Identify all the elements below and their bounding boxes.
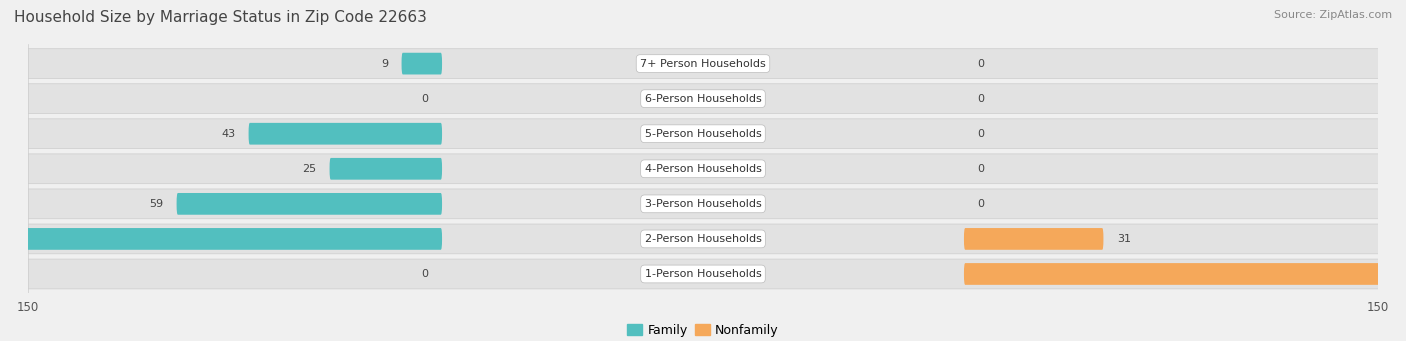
Text: 0: 0 (977, 59, 984, 69)
FancyBboxPatch shape (249, 123, 441, 145)
Text: 25: 25 (302, 164, 316, 174)
FancyBboxPatch shape (0, 228, 441, 250)
FancyBboxPatch shape (20, 259, 1386, 289)
Text: Source: ZipAtlas.com: Source: ZipAtlas.com (1274, 10, 1392, 20)
Text: 0: 0 (422, 269, 429, 279)
FancyBboxPatch shape (20, 189, 1386, 219)
Text: 0: 0 (977, 129, 984, 139)
Text: 0: 0 (977, 94, 984, 104)
FancyBboxPatch shape (329, 158, 441, 180)
Text: 0: 0 (977, 199, 984, 209)
Legend: Family, Nonfamily: Family, Nonfamily (623, 319, 783, 341)
Text: 31: 31 (1116, 234, 1130, 244)
Text: 9: 9 (381, 59, 388, 69)
Text: 5-Person Households: 5-Person Households (644, 129, 762, 139)
Text: 43: 43 (221, 129, 235, 139)
Text: Household Size by Marriage Status in Zip Code 22663: Household Size by Marriage Status in Zip… (14, 10, 427, 25)
Text: 0: 0 (422, 94, 429, 104)
Text: 1-Person Households: 1-Person Households (644, 269, 762, 279)
Text: 7+ Person Households: 7+ Person Households (640, 59, 766, 69)
FancyBboxPatch shape (402, 53, 441, 74)
FancyBboxPatch shape (965, 263, 1406, 285)
FancyBboxPatch shape (177, 193, 441, 215)
FancyBboxPatch shape (20, 224, 1386, 254)
FancyBboxPatch shape (20, 84, 1386, 114)
Text: 59: 59 (149, 199, 163, 209)
FancyBboxPatch shape (965, 228, 1104, 250)
Text: 2-Person Households: 2-Person Households (644, 234, 762, 244)
FancyBboxPatch shape (20, 49, 1386, 78)
FancyBboxPatch shape (20, 154, 1386, 184)
Text: 6-Person Households: 6-Person Households (644, 94, 762, 104)
FancyBboxPatch shape (20, 119, 1386, 149)
Text: 3-Person Households: 3-Person Households (644, 199, 762, 209)
Text: 0: 0 (977, 164, 984, 174)
Text: 4-Person Households: 4-Person Households (644, 164, 762, 174)
